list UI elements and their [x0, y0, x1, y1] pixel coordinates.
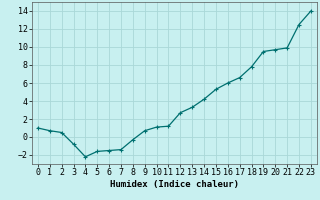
X-axis label: Humidex (Indice chaleur): Humidex (Indice chaleur) — [110, 180, 239, 189]
